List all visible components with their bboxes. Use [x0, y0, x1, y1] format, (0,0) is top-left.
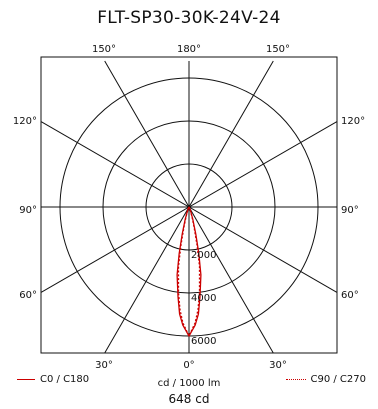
angle-tick-labels: 150° 180° 150° 120° 90° 60° 120° 90° 60°… — [13, 44, 365, 371]
legend-c0-c180: C0 / C180 — [17, 374, 89, 385]
tick-right-90: 90° — [341, 205, 359, 216]
legend-dotted-swatch — [286, 379, 307, 380]
tick-top-left: 150° — [92, 44, 116, 55]
tick-left-90: 90° — [19, 205, 37, 216]
unit-label: cd / 1000 lm — [157, 378, 221, 389]
peak-intensity: 648 cd — [168, 392, 210, 406]
radial-label-6000: 6000 — [191, 336, 216, 347]
tick-bottom-right: 30° — [269, 360, 287, 371]
tick-left-60: 60° — [19, 290, 37, 301]
tick-left-120: 120° — [13, 116, 37, 127]
chart-title: FLT-SP30-30K-24V-24 — [97, 8, 281, 28]
legend-c90-c270: C90 / C270 — [286, 374, 366, 385]
intensity-curves — [176, 206, 202, 337]
radial-label-2000: 2000 — [191, 250, 216, 261]
radial-label-4000: 4000 — [191, 293, 216, 304]
tick-right-120: 120° — [341, 116, 365, 127]
radial-labels: 2000 4000 6000 — [191, 250, 216, 347]
tick-bottom-left: 30° — [95, 360, 113, 371]
tick-right-60: 60° — [341, 290, 359, 301]
legend-label-c0-c180: C0 / C180 — [40, 374, 90, 385]
tick-bottom-center: 0° — [183, 360, 194, 371]
tick-top-center: 180° — [177, 44, 201, 55]
legend-solid-swatch — [17, 379, 35, 380]
tick-top-right: 150° — [266, 44, 290, 55]
legend-label-c90-c270: C90 / C270 — [310, 374, 366, 385]
curve-series-0 — [176, 206, 202, 337]
